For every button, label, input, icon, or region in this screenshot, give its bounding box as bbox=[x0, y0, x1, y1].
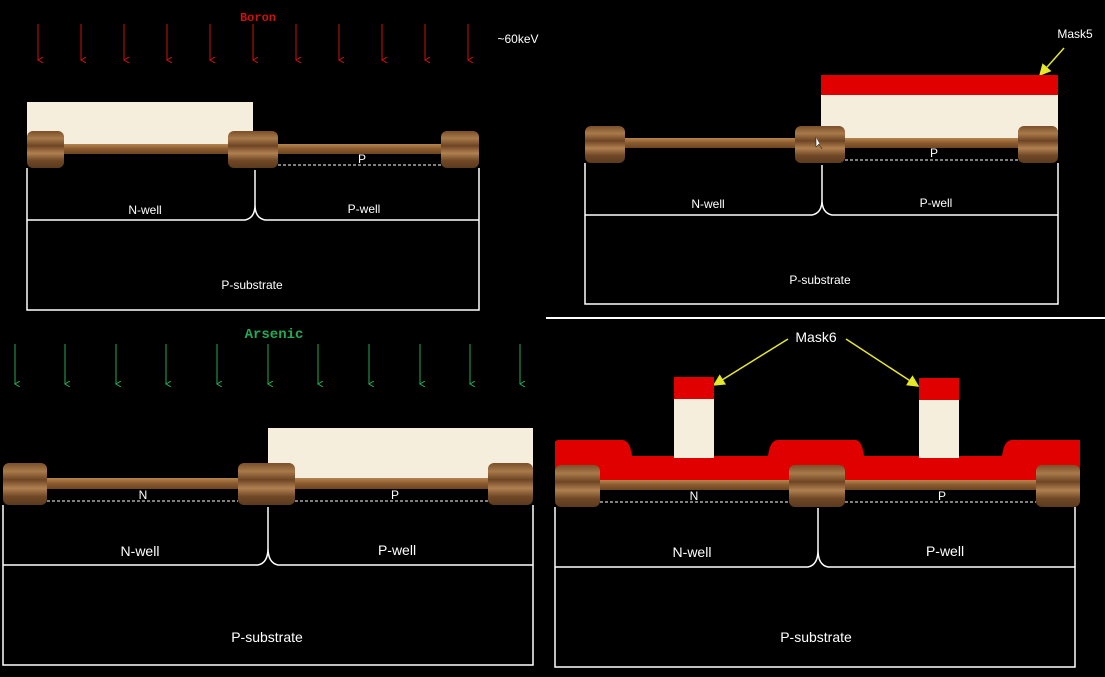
mouse-cursor-icon bbox=[815, 137, 823, 150]
nwell-label: N-well bbox=[691, 197, 724, 211]
mask5-pointer-arrow bbox=[1039, 47, 1065, 77]
field-oxide-middle bbox=[789, 465, 845, 507]
substrate-outline bbox=[26, 168, 480, 311]
doping-label-p: P bbox=[391, 488, 399, 502]
nwell-label: N-well bbox=[128, 203, 161, 217]
field-oxide-right bbox=[441, 131, 479, 168]
substrate-label: P-substrate bbox=[780, 629, 852, 645]
field-oxide-right bbox=[1018, 126, 1058, 163]
panel-boron-implant: Boron ~60keV P N-well P-well P-substrate bbox=[26, 11, 539, 311]
doping-label-n: N bbox=[690, 489, 699, 503]
pwell-label: P-well bbox=[920, 196, 953, 210]
substrate-label: P-substrate bbox=[221, 278, 283, 292]
field-oxide-left bbox=[585, 126, 625, 163]
field-oxide-left bbox=[555, 465, 600, 507]
substrate-outline bbox=[554, 507, 1076, 668]
field-oxide-right bbox=[1036, 465, 1080, 507]
ion-label-arsenic: Arsenic bbox=[245, 327, 304, 343]
mask5-label: Mask5 bbox=[1057, 27, 1093, 41]
mask6-pointer-arrow-left bbox=[712, 338, 789, 386]
panel-mask6: Mask6 N P N-well P-well P-substrate bbox=[554, 329, 1080, 668]
field-oxide-left bbox=[27, 131, 64, 168]
gate-resist-left bbox=[674, 399, 714, 459]
nwell-label: N-well bbox=[121, 543, 160, 559]
arsenic-ion-arrows bbox=[15, 344, 520, 384]
well-boundary bbox=[555, 508, 1075, 568]
field-oxide-left bbox=[3, 463, 47, 505]
pwell-label: P-well bbox=[348, 202, 381, 216]
polysilicon-layer bbox=[555, 440, 1080, 482]
doping-label-p: P bbox=[358, 152, 366, 166]
mask5-red-layer bbox=[821, 75, 1058, 95]
well-boundary bbox=[585, 165, 1058, 216]
ion-label-boron: Boron bbox=[240, 11, 276, 25]
boron-ion-arrows bbox=[38, 24, 468, 60]
panel-mask5: Mask5 P N-well P-well P-substrate bbox=[584, 27, 1093, 305]
pwell-label: P-well bbox=[926, 543, 964, 559]
energy-label: ~60keV bbox=[497, 32, 538, 46]
pwell-label: P-well bbox=[378, 542, 416, 558]
substrate-label: P-substrate bbox=[789, 273, 851, 287]
photoresist-block bbox=[27, 102, 253, 147]
well-boundary bbox=[3, 507, 533, 566]
substrate-outline bbox=[2, 505, 534, 666]
field-oxide-middle bbox=[238, 463, 295, 505]
field-oxide-middle bbox=[795, 126, 845, 163]
panel-arsenic-implant: Arsenic N P N-well P-well P-substrate bbox=[2, 327, 534, 666]
substrate-label: P-substrate bbox=[231, 629, 303, 645]
gate-mask-red-right bbox=[919, 378, 959, 400]
gate-mask-red-left bbox=[674, 377, 714, 399]
doping-label-n: N bbox=[139, 488, 148, 502]
field-oxide-right bbox=[488, 463, 533, 505]
doping-label-p: P bbox=[938, 489, 946, 503]
nwell-label: N-well bbox=[673, 544, 712, 560]
mask6-label: Mask6 bbox=[795, 329, 836, 345]
well-boundary bbox=[27, 170, 479, 221]
field-oxide-middle bbox=[228, 131, 278, 168]
substrate-outline bbox=[584, 163, 1059, 305]
mask6-pointer-arrow-right bbox=[845, 338, 920, 387]
gate-resist-right bbox=[919, 400, 959, 460]
doping-label-p: P bbox=[930, 146, 938, 160]
